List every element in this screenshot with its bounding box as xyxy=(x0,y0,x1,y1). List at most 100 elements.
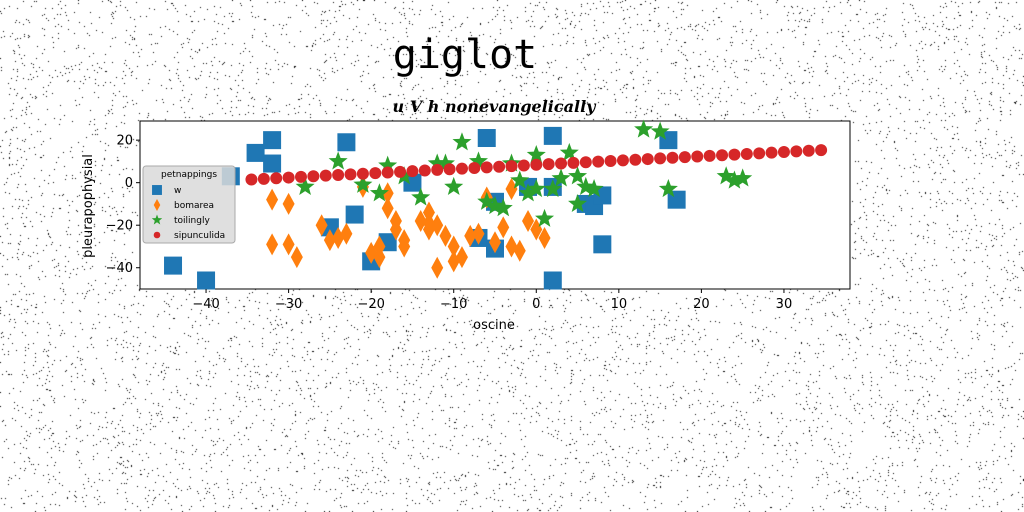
data-point xyxy=(245,173,258,186)
x-tick-label: 20 xyxy=(693,297,710,312)
data-point xyxy=(444,176,464,196)
y-tick-label: −20 xyxy=(106,219,133,234)
data-point xyxy=(493,198,513,217)
x-tick-label: −10 xyxy=(440,297,467,312)
data-point xyxy=(431,163,444,176)
x-axis-label: oscine xyxy=(473,318,515,333)
data-point xyxy=(716,149,729,162)
data-point xyxy=(790,145,803,158)
legend-item: bomarea xyxy=(153,198,214,212)
data-point xyxy=(282,192,295,215)
data-point xyxy=(505,160,518,173)
data-point xyxy=(439,224,452,247)
data-point xyxy=(369,183,389,202)
data-point xyxy=(480,161,493,174)
data-point xyxy=(381,166,394,179)
y-tick-label: 20 xyxy=(116,134,133,149)
data-point xyxy=(505,235,518,258)
legend: petnappings w bomarea toilingly sipunculida xyxy=(142,165,236,244)
data-point xyxy=(733,168,753,187)
data-point xyxy=(551,168,571,187)
data-point xyxy=(526,145,546,164)
data-point xyxy=(431,256,444,279)
data-point xyxy=(290,246,303,269)
legend-item: toilingly xyxy=(151,214,210,226)
data-point xyxy=(543,126,562,145)
data-point xyxy=(513,239,526,262)
data-point xyxy=(535,208,555,227)
data-point xyxy=(345,205,364,224)
legend-title: petnappings xyxy=(161,170,217,180)
data-point xyxy=(266,188,279,211)
data-point xyxy=(592,155,605,168)
data-point xyxy=(455,162,468,175)
data-point xyxy=(568,166,588,185)
x-tick-label: 10 xyxy=(611,297,628,312)
data-point xyxy=(666,151,679,164)
data-point xyxy=(691,150,704,163)
data-point xyxy=(381,197,394,220)
data-point xyxy=(411,187,431,206)
data-point xyxy=(510,170,530,189)
x-tick-label: −30 xyxy=(275,297,302,312)
data-point xyxy=(650,121,670,140)
data-point xyxy=(164,256,183,275)
data-point xyxy=(406,165,419,178)
data-point xyxy=(398,235,411,258)
data-point xyxy=(418,164,431,177)
legend-marker xyxy=(153,231,161,239)
data-point xyxy=(593,235,612,254)
legend-label: w xyxy=(174,186,181,196)
data-point xyxy=(616,154,629,167)
data-point xyxy=(522,209,535,232)
data-point xyxy=(270,172,283,185)
data-point xyxy=(493,160,506,173)
data-point xyxy=(658,179,678,198)
legend-box xyxy=(142,165,236,244)
data-point xyxy=(497,216,510,239)
data-point xyxy=(472,222,485,245)
data-point xyxy=(555,157,568,170)
data-point xyxy=(447,235,460,258)
legend-label: sipunculida xyxy=(174,231,225,241)
data-point xyxy=(765,146,778,159)
data-point xyxy=(246,143,265,162)
data-point xyxy=(431,214,444,237)
x-tick-label: 30 xyxy=(776,297,793,312)
data-point xyxy=(530,158,543,171)
legend-item: sipunculida xyxy=(153,231,225,241)
legend-item: w xyxy=(152,185,181,196)
data-point xyxy=(266,233,279,256)
data-point xyxy=(728,148,741,161)
data-point xyxy=(568,193,588,213)
data-point xyxy=(282,171,295,184)
y-tick-label: −40 xyxy=(106,261,133,276)
data-point xyxy=(604,154,617,167)
data-point xyxy=(295,176,315,196)
data-point xyxy=(381,182,394,205)
data-point xyxy=(505,178,518,201)
data-point xyxy=(468,151,488,170)
data-point xyxy=(337,133,356,152)
data-marks xyxy=(164,119,828,290)
data-point xyxy=(294,170,307,183)
data-point xyxy=(753,147,766,160)
data-point xyxy=(356,167,369,180)
data-point xyxy=(538,226,551,249)
data-point xyxy=(307,170,320,183)
series-sipunculida xyxy=(245,144,828,186)
data-point xyxy=(634,119,654,138)
x-axis-ticks: −40 −30 −20 −10 0 10 20 30 xyxy=(192,289,792,312)
data-point xyxy=(319,169,332,182)
data-point xyxy=(455,246,468,269)
data-point xyxy=(543,179,563,198)
data-point xyxy=(197,271,216,290)
data-point xyxy=(435,153,455,172)
data-point xyxy=(282,233,295,256)
data-point xyxy=(464,224,477,247)
series-toilingly xyxy=(295,119,753,227)
chart-title: u V h nonevangelically xyxy=(393,97,598,116)
data-point xyxy=(427,153,447,172)
data-point xyxy=(567,156,580,169)
